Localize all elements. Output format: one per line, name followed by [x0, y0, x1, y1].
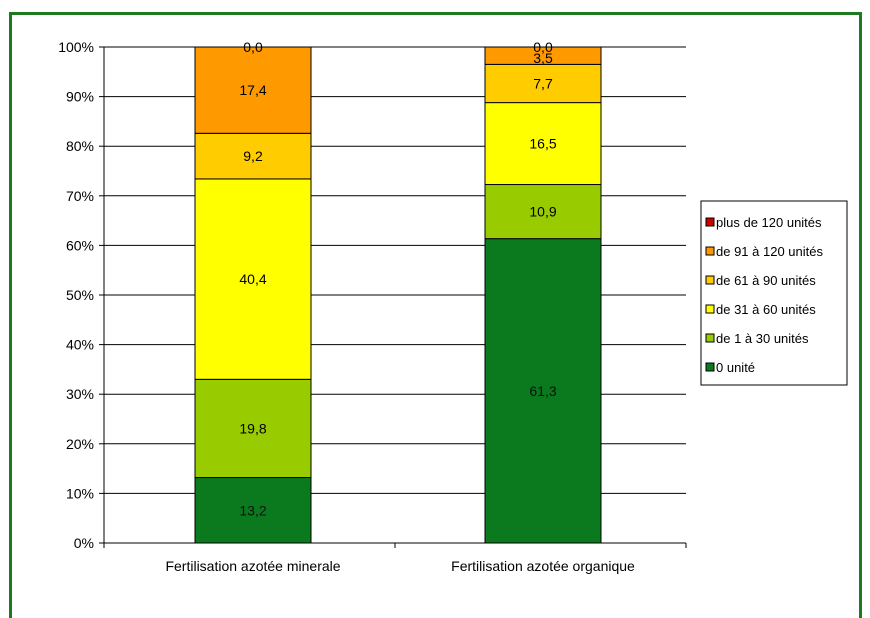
- bar-segment: [484, 184, 602, 240]
- data-label: 17,4: [239, 82, 266, 98]
- legend-swatch: [705, 304, 715, 314]
- data-label: 19,8: [239, 420, 266, 436]
- legend-label: plus de 120 unités: [716, 215, 822, 230]
- y-tick-label: 70%: [66, 188, 94, 204]
- y-tick-label: 90%: [66, 89, 94, 105]
- data-label: 40,4: [239, 271, 266, 287]
- legend-label: de 61 à 90 unités: [716, 273, 816, 288]
- bar-segment: [484, 102, 602, 186]
- y-tick-label: 20%: [66, 436, 94, 452]
- data-label: 0,0: [243, 39, 263, 55]
- legend-swatch: [705, 333, 715, 343]
- legend-swatch: [705, 275, 715, 285]
- y-tick-label: 40%: [66, 337, 94, 353]
- y-tick-label: 30%: [66, 386, 94, 402]
- x-tick-label: Fertilisation azotée minerale: [165, 558, 340, 574]
- y-tick-label: 10%: [66, 485, 94, 501]
- legend-label: de 1 à 30 unités: [716, 331, 809, 346]
- bar-segment: [484, 46, 602, 65]
- data-label: 61,3: [529, 383, 556, 399]
- y-tick-label: 60%: [66, 237, 94, 253]
- y-tick-label: 100%: [58, 39, 94, 55]
- y-tick-label: 50%: [66, 287, 94, 303]
- x-tick-label: Fertilisation azotée organique: [451, 558, 635, 574]
- data-label: 10,9: [529, 204, 556, 220]
- bar-segment: [194, 477, 312, 544]
- data-label: 7,7: [533, 75, 553, 91]
- bar-segment: [194, 378, 312, 479]
- data-label: 3,5: [533, 50, 553, 66]
- chart-frame: [9, 12, 862, 618]
- y-tick-label: 80%: [66, 138, 94, 154]
- legend-swatch: [705, 217, 715, 227]
- data-label: 16,5: [529, 136, 556, 152]
- legend-label: de 31 à 60 unités: [716, 302, 816, 317]
- legend-swatch: [705, 362, 715, 372]
- legend-label: de 91 à 120 unités: [716, 244, 823, 259]
- data-label: 9,2: [243, 148, 263, 164]
- data-label: 13,2: [239, 502, 266, 518]
- data-label: 0,0: [533, 39, 553, 55]
- legend-label: 0 unité: [716, 360, 755, 375]
- y-tick-label: 0%: [74, 535, 94, 551]
- bar-segment: [194, 46, 312, 134]
- legend-box: [700, 200, 848, 386]
- legend-swatch: [705, 246, 715, 256]
